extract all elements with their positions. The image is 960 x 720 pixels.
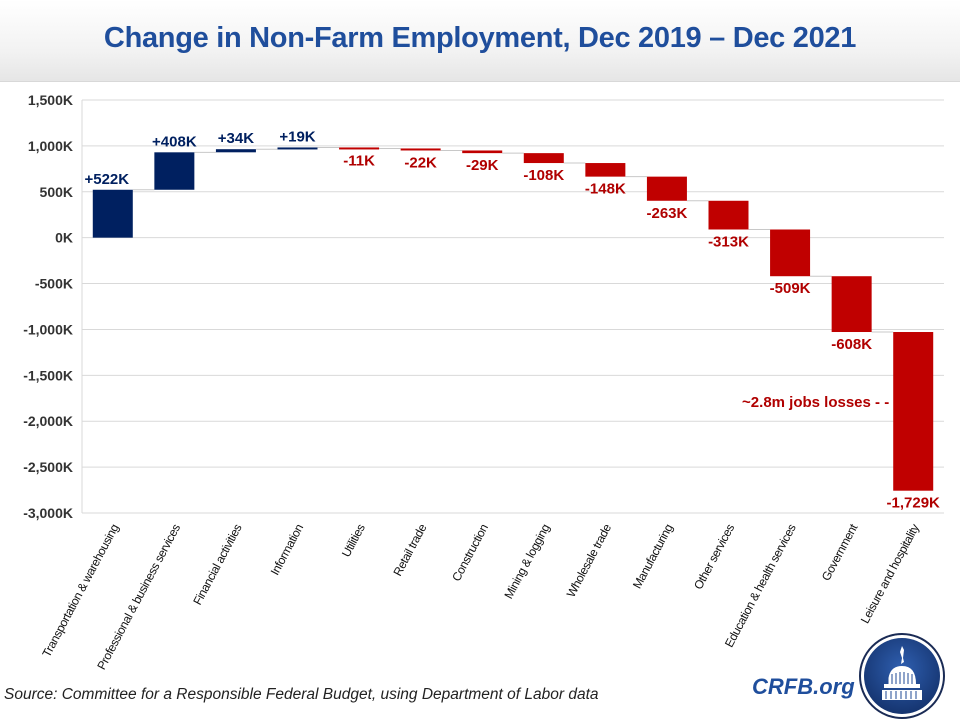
data-label: -1,729K — [887, 495, 941, 512]
y-tick-label: 1,500K — [28, 92, 73, 108]
data-label: -29K — [466, 157, 499, 174]
bar-government — [831, 276, 872, 333]
y-tick-label: -500K — [35, 276, 73, 292]
bar-information — [277, 147, 318, 150]
data-label: -509K — [770, 280, 811, 297]
x-tick-label: Government — [819, 521, 861, 583]
y-tick-label: -2,000K — [23, 413, 73, 429]
gridlines — [82, 99, 944, 514]
data-label: -608K — [831, 336, 872, 353]
data-label: -22K — [404, 154, 437, 171]
x-tick-label: Utilities — [339, 521, 368, 559]
source-note: Source: Committee for a Responsible Fede… — [4, 686, 599, 703]
bar-leisure-and-hospitality — [893, 332, 934, 491]
x-tick-label: Education & health services — [722, 521, 799, 649]
y-tick-label: -1,500K — [23, 367, 73, 383]
y-axis-ticks: 1,500K 1,000K 500K 0K -500K -1,000K -1,500K -2,… — [23, 92, 73, 521]
data-label: -313K — [708, 233, 749, 250]
x-tick-label: Information — [268, 522, 306, 578]
y-tick-label: -2,500K — [23, 459, 73, 475]
chart-title: Change in Non-Farm Employment, Dec 2019 … — [103, 22, 857, 54]
x-tick-label: Retail trade — [390, 521, 429, 578]
connector-lines — [132, 146, 894, 333]
bar-financial-activities — [215, 149, 256, 153]
x-tick-label: Financial activities — [190, 521, 245, 607]
data-label: +408K — [152, 133, 197, 150]
data-label: -263K — [646, 205, 687, 222]
bar-transportation-warehousing — [92, 189, 133, 238]
capitol-dome-icon — [859, 633, 945, 719]
x-tick-label: Other services — [691, 521, 737, 591]
bar-education-health-services — [770, 229, 811, 277]
bar-mining-logging — [523, 153, 564, 164]
x-tick-label: Mining & logging — [501, 522, 552, 601]
bar-wholesale-trade — [585, 163, 626, 177]
data-label: +19K — [279, 128, 315, 145]
bars — [92, 147, 934, 491]
data-label: +522K — [84, 171, 129, 188]
bar-other-services — [708, 200, 749, 230]
data-label: -108K — [523, 167, 564, 184]
data-label: -11K — [343, 152, 375, 169]
x-tick-label: Leisure and hospitality — [858, 521, 922, 625]
data-label: -148K — [585, 181, 626, 198]
x-tick-label: Construction — [449, 522, 491, 584]
annotation-job-losses: ~2.8m jobs losses - - — [742, 394, 889, 411]
bar-manufacturing — [646, 176, 687, 201]
x-axis-labels: Transportation & warehousingProfessional… — [39, 521, 922, 672]
brand-link[interactable]: CRFB.org — [752, 674, 855, 699]
y-tick-label: 0K — [55, 230, 73, 246]
title-banner: Change in Non-Farm Employment, Dec 2019 … — [0, 0, 960, 82]
data-labels: +522K +408K +34K +19K -11K -22K -29K -108K -148K… — [84, 128, 940, 511]
bar-retail-trade — [400, 148, 441, 151]
y-tick-label: 500K — [40, 184, 73, 200]
data-label: +34K — [218, 130, 254, 147]
x-tick-label: Manufacturing — [630, 522, 676, 591]
bar-utilities — [339, 147, 380, 150]
bar-construction — [462, 150, 503, 154]
y-tick-label: -1,000K — [23, 321, 73, 337]
x-tick-label: Wholesale trade — [564, 521, 615, 599]
y-tick-label: -3,000K — [23, 505, 73, 521]
y-tick-label: 1,000K — [28, 138, 73, 154]
bar-professional-business-services — [154, 152, 195, 190]
